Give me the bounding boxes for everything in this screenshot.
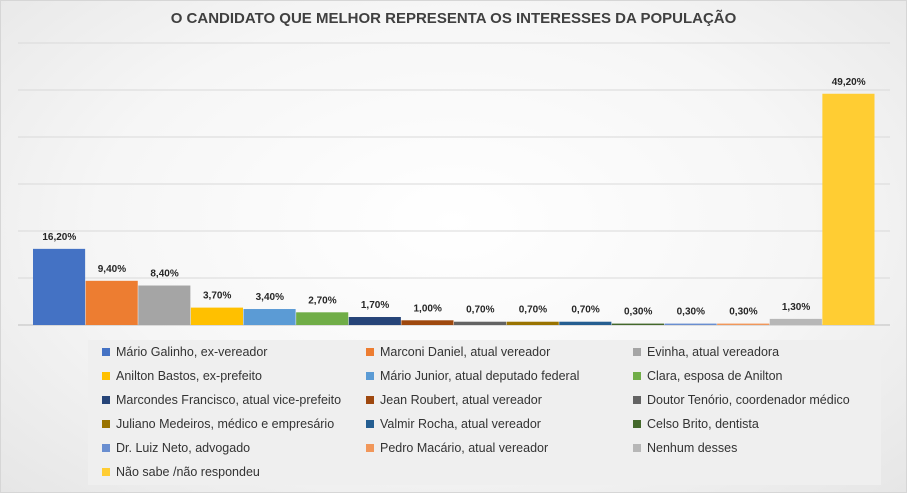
- legend-swatch: [633, 371, 641, 380]
- bar-2: [85, 280, 138, 325]
- bar-8: [401, 320, 454, 325]
- bar-5: [243, 309, 296, 325]
- data-label-3: 8,40%: [150, 269, 178, 280]
- legend-item-13: Dr. Luiz Neto, advogado: [102, 438, 250, 458]
- data-label-13: 0,30%: [677, 307, 705, 318]
- legend-swatch: [366, 347, 374, 356]
- data-label-16: 49,20%: [832, 77, 866, 88]
- legend-item-16: Não sabe /não respondeu: [102, 462, 260, 482]
- legend-swatch: [102, 395, 110, 404]
- data-label-2: 9,40%: [98, 264, 126, 275]
- bar-6: [296, 312, 349, 325]
- legend-label: Marconi Daniel, atual vereador: [380, 345, 551, 359]
- legend-label: Doutor Tenório, coordenador médico: [647, 393, 850, 407]
- data-label-11: 0,70%: [571, 305, 599, 316]
- legend-item-3: Evinha, atual vereadora: [633, 342, 779, 362]
- bar-11: [559, 321, 612, 325]
- legend-item-1: Mário Galinho, ex-vereador: [102, 342, 267, 362]
- legend-item-9: Doutor Tenório, coordenador médico: [633, 390, 850, 410]
- bar-13: [664, 323, 717, 325]
- legend-item-5: Mário Junior, atual deputado federal: [366, 366, 579, 386]
- data-label-10: 0,70%: [519, 305, 547, 316]
- legend-label: Nenhum desses: [647, 441, 738, 455]
- legend-swatch: [633, 443, 641, 452]
- legend-item-14: Pedro Macário, atual vereador: [366, 438, 548, 458]
- legend-item-2: Marconi Daniel, atual vereador: [366, 342, 550, 362]
- data-label-14: 0,30%: [729, 307, 757, 318]
- legend-label: Dr. Luiz Neto, advogado: [116, 441, 251, 455]
- legend-item-15: Nenhum desses: [633, 438, 737, 458]
- data-label-15: 1,30%: [782, 302, 810, 313]
- legend-swatch: [633, 395, 641, 404]
- legend-item-10: Juliano Medeiros, médico e empresário: [102, 414, 334, 434]
- legend-item-12: Celso Brito, dentista: [633, 414, 759, 434]
- data-label-4: 3,70%: [203, 291, 231, 302]
- legend-swatch: [102, 419, 110, 428]
- legend: Mário Galinho, ex-vereador Marconi Daniel…: [88, 340, 881, 485]
- legend-label: Mário Junior, atual deputado federal: [380, 369, 580, 383]
- bar-12: [611, 323, 664, 325]
- bar-3: [138, 285, 191, 325]
- data-label-12: 0,30%: [624, 307, 652, 318]
- legend-swatch: [633, 347, 641, 356]
- legend-swatch: [102, 467, 110, 476]
- bar-1: [33, 248, 86, 325]
- data-label-6: 2,70%: [308, 295, 336, 306]
- legend-label: Juliano Medeiros, médico e empresário: [116, 417, 335, 431]
- legend-label: Clara, esposa de Anilton: [647, 369, 783, 383]
- bar-15: [769, 318, 822, 325]
- bar-16: [822, 93, 875, 325]
- plot-area: 16,20% 9,40% 8,40% 3,70% 3,40% 2,70% 1,70% 1,00…: [18, 42, 890, 326]
- legend-label: Celso Brito, dentista: [647, 417, 759, 431]
- legend-label: Não sabe /não respondeu: [116, 465, 260, 479]
- legend-label: Jean Roubert, atual vereador: [380, 393, 542, 407]
- legend-swatch: [366, 371, 374, 380]
- data-label-8: 1,00%: [414, 303, 442, 314]
- data-label-9: 0,70%: [466, 305, 494, 316]
- legend-item-7: Marcondes Francisco, atual vice-prefeito: [102, 390, 341, 410]
- legend-swatch: [366, 395, 374, 404]
- legend-label: Valmir Rocha, atual vereador: [380, 417, 541, 431]
- legend-label: Marcondes Francisco, atual vice-prefeito: [116, 393, 342, 407]
- bar-14: [717, 323, 770, 325]
- legend-item-11: Valmir Rocha, atual vereador: [366, 414, 541, 434]
- legend-item-4: Anilton Bastos, ex-prefeito: [102, 366, 262, 386]
- legend-label: Anilton Bastos, ex-prefeito: [116, 369, 262, 383]
- legend-swatch: [366, 419, 374, 428]
- legend-swatch: [102, 371, 110, 380]
- legend-label: Evinha, atual vereadora: [647, 345, 780, 359]
- bar-9: [454, 321, 507, 325]
- legend-item-6: Clara, esposa de Anilton: [633, 366, 783, 386]
- legend-label: Mário Galinho, ex-vereador: [116, 345, 268, 359]
- bar-7: [348, 317, 401, 325]
- legend-label: Pedro Macário, atual vereador: [380, 441, 549, 455]
- legend-swatch: [102, 443, 110, 452]
- data-label-7: 1,70%: [361, 300, 389, 311]
- data-label-1: 16,20%: [42, 232, 76, 243]
- legend-swatch: [366, 443, 374, 452]
- legend-swatch: [633, 419, 641, 428]
- data-label-5: 3,40%: [256, 292, 284, 303]
- chart-title: O CANDIDATO QUE MELHOR REPRESENTA OS INT…: [170, 10, 737, 27]
- legend-swatch: [102, 347, 110, 356]
- bar-10: [506, 321, 559, 325]
- legend-item-8: Jean Roubert, atual vereador: [366, 390, 542, 410]
- bar-4: [190, 307, 243, 325]
